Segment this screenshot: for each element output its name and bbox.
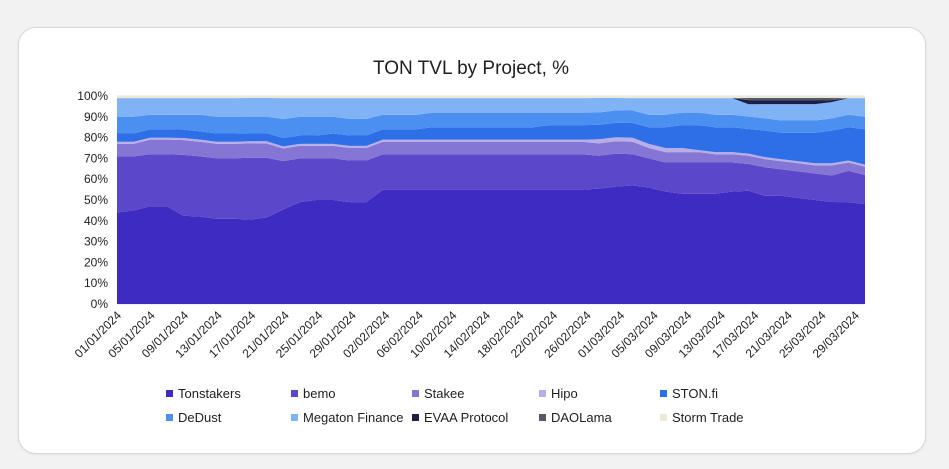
y-tick-label: 70% [84,151,108,165]
area-tonstakers [117,185,865,304]
legend-swatch [660,414,667,421]
x-axis: 01/01/202405/01/202409/01/202413/01/2024… [72,308,863,361]
legend-label: Megaton Finance [303,410,403,425]
legend-swatch [291,414,298,421]
y-tick-label: 90% [84,110,108,124]
legend-label: EVAA Protocol [424,410,508,425]
area-evaa-protocol [117,98,865,105]
area-hipo [117,137,865,167]
legend-label: STON.fi [672,386,718,401]
legend-swatch [412,390,419,397]
y-tick-label: 60% [84,172,108,186]
area-dedust [117,110,865,139]
y-tick-label: 0% [91,297,109,311]
legend-swatch [660,390,667,397]
area-bemo [117,153,865,220]
y-tick-label: 40% [84,214,108,228]
y-tick-label: 20% [84,255,108,269]
legend-swatch [166,390,173,397]
y-tick-label: 50% [84,193,108,207]
y-tick-label: 100% [77,89,108,103]
area-storm-trade [117,96,865,99]
legend-swatch [539,390,546,397]
chart-title: TON TVL by Project, % [373,58,569,79]
y-tick-label: 10% [84,276,108,290]
plot-area [117,96,865,304]
legend-label: DeDust [178,410,222,425]
legend-swatch [291,390,298,397]
legend-label: bemo [303,386,336,401]
legend-label: Tonstakers [178,386,241,401]
y-axis: 0% 10% 20% 30% 40% 50% 60% 70% 80% 90% 100% [77,89,108,311]
legend-label: Stakee [424,386,464,401]
area-megaton-finance [117,98,865,121]
legend-swatch [539,414,546,421]
legend-label: DAOLama [551,410,612,425]
legend-label: Hipo [551,386,578,401]
legend-swatch [166,414,173,421]
area-ston-fi [117,122,865,165]
legend-swatch [412,414,419,421]
legend-label: Storm Trade [672,410,744,425]
legend: Tonstakers bemo Stakee Hipo STON.fi DeDust Meg… [166,386,744,425]
y-tick-label: 80% [84,131,108,145]
area-daolama [117,98,865,101]
area-stakee [117,139,865,176]
y-tick-label: 30% [84,235,108,249]
